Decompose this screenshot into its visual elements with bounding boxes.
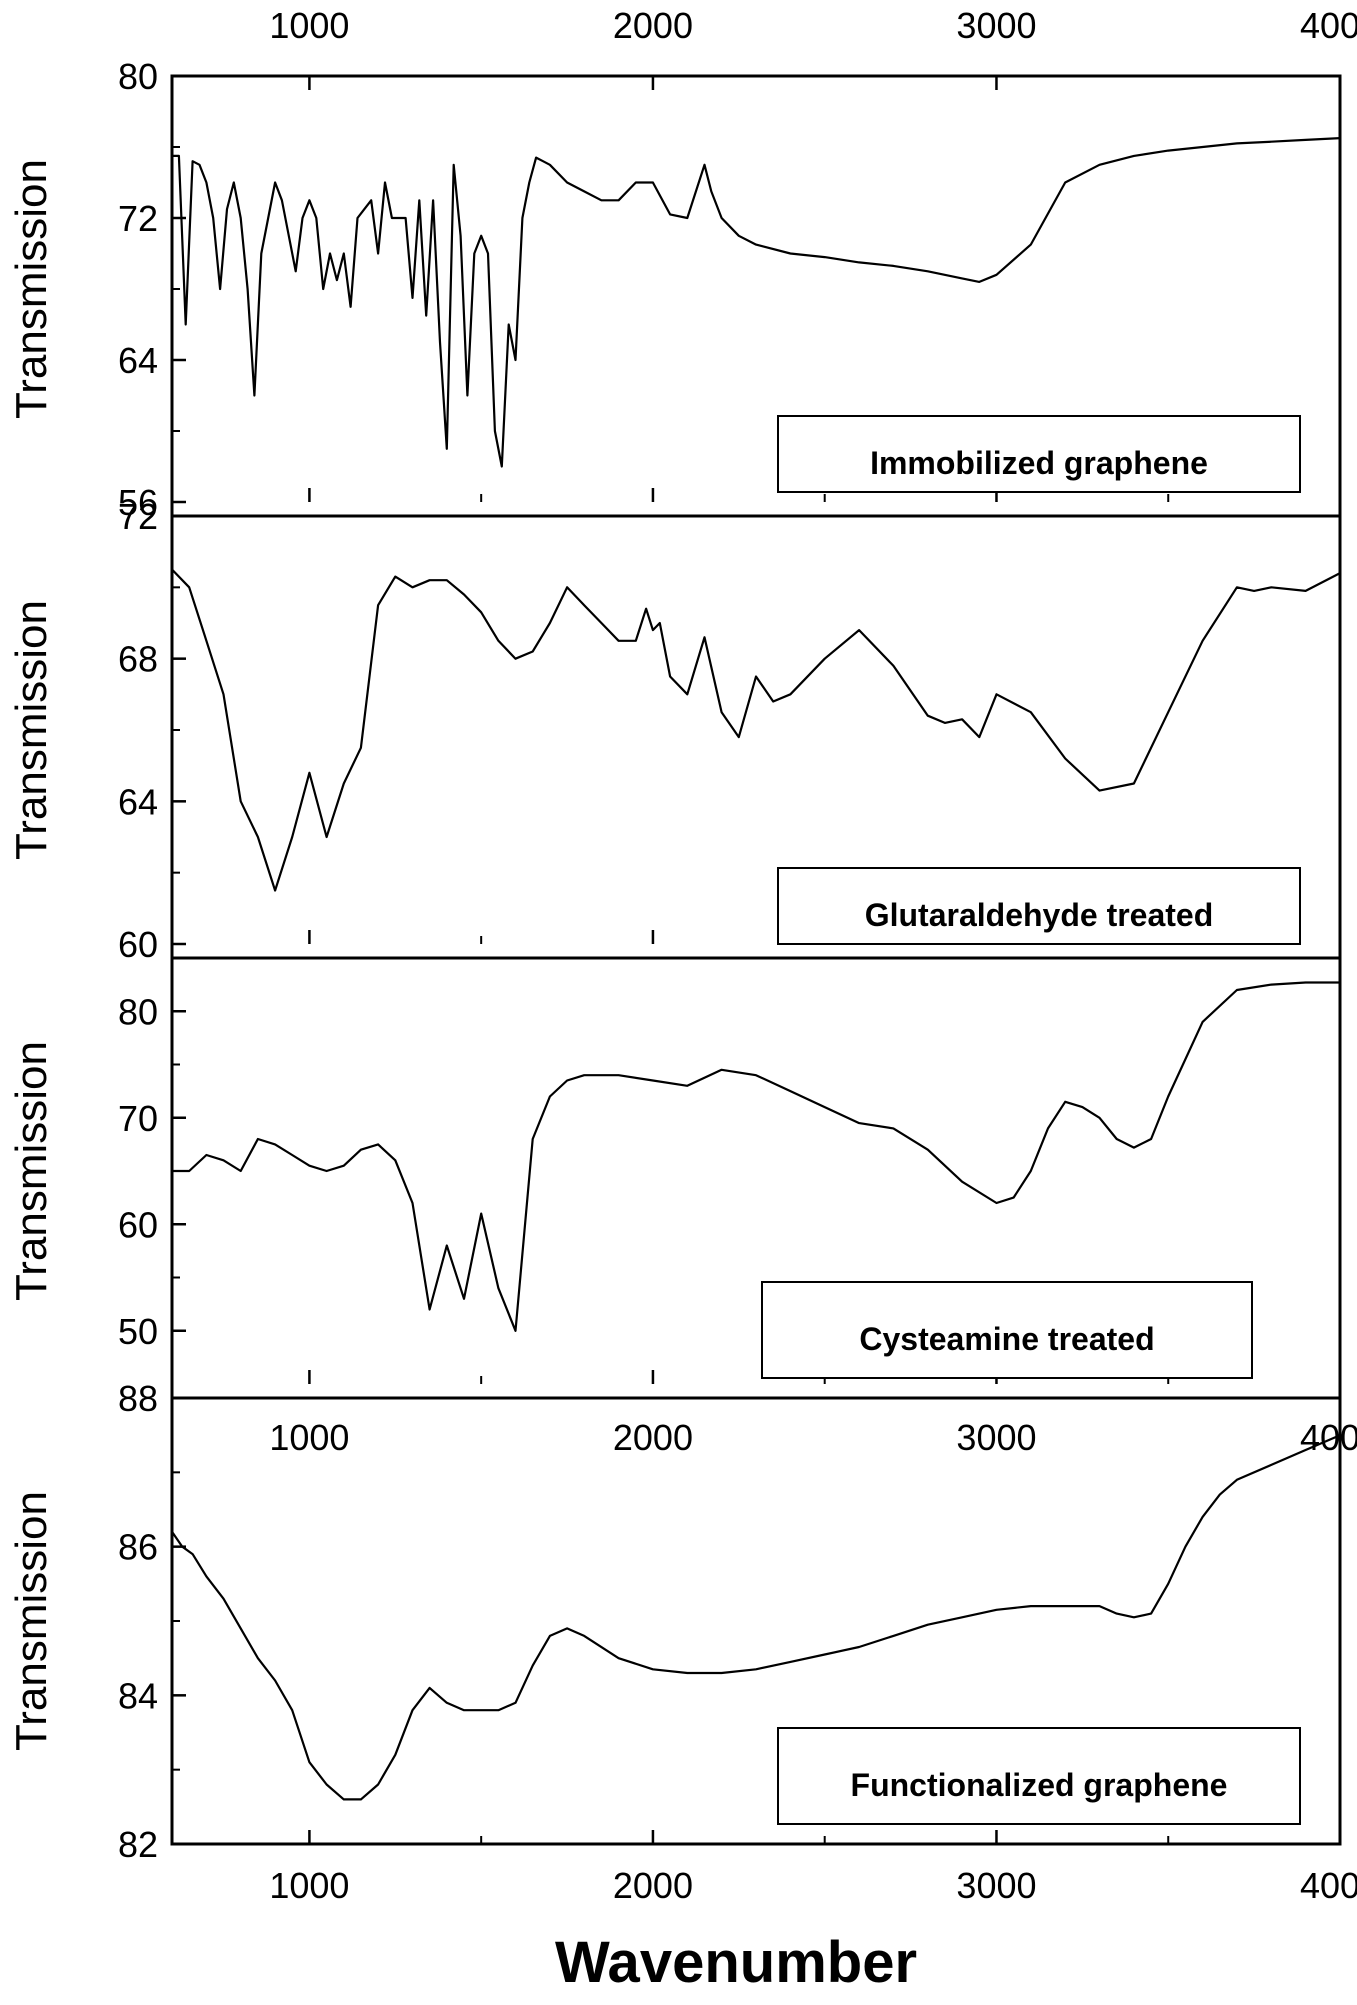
y-tick-label-panel3: 50 xyxy=(118,1311,158,1352)
y-tick-label-panel2: 72 xyxy=(118,496,158,537)
y-axis-label-panel2: Transmission xyxy=(7,600,56,860)
x-tick-label-bottom: 4000 xyxy=(1300,1865,1357,1906)
y-tick-label-panel4: 82 xyxy=(118,1824,158,1865)
y-tick-label-panel2: 60 xyxy=(118,924,158,965)
legend-label-panel4: Functionalized graphene xyxy=(851,1767,1228,1803)
legend-box-panel1 xyxy=(777,415,1301,493)
y-tick-label-panel2: 64 xyxy=(118,781,158,822)
x-tick-label-top: 2000 xyxy=(613,5,693,46)
legend-box-panel2 xyxy=(777,867,1301,945)
y-tick-label-panel1: 64 xyxy=(118,340,158,381)
legend-label-panel1: Immobilized graphene xyxy=(870,445,1208,481)
y-tick-label-panel3: 80 xyxy=(118,991,158,1032)
x-tick-label-inner: 3000 xyxy=(956,1417,1036,1458)
legend-box-panel3 xyxy=(761,1281,1253,1379)
y-tick-label-panel3: 70 xyxy=(118,1098,158,1139)
y-tick-label-panel4: 84 xyxy=(118,1675,158,1716)
plot-frame xyxy=(170,74,1342,1846)
y-tick-label-panel1: 80 xyxy=(118,56,158,97)
y-axis-label-panel3: Transmission xyxy=(7,1041,56,1301)
x-tick-label-bottom: 3000 xyxy=(956,1865,1036,1906)
series-line-panel2 xyxy=(171,568,1341,892)
y-tick-label-panel1: 72 xyxy=(118,198,158,239)
y-axis-label-panel4: Transmission xyxy=(7,1491,56,1751)
y-tick-label-panel4: 86 xyxy=(118,1527,158,1568)
x-tick-label-bottom: 2000 xyxy=(613,1865,693,1906)
series-line-panel3 xyxy=(172,981,1340,1332)
legend-label-panel2: Glutaraldehyde treated xyxy=(865,897,1214,933)
y-tick-label-panel1: 56 xyxy=(118,482,158,523)
x-axis-label: Wavenumber xyxy=(555,1930,917,1995)
y-tick-label-panel4: 88 xyxy=(118,1378,158,1419)
x-tick-label-inner: 2000 xyxy=(613,1417,693,1458)
legend-box-panel4 xyxy=(777,1727,1301,1825)
x-tick-label-top: 3000 xyxy=(956,5,1036,46)
x-tick-label-bottom: 1000 xyxy=(269,1865,349,1906)
legend-label-panel3: Cysteamine treated xyxy=(859,1321,1154,1357)
series-line-panel4 xyxy=(171,1434,1341,1801)
x-tick-label-top: 1000 xyxy=(269,5,349,46)
y-axis-label-panel1: Transmission xyxy=(7,159,56,419)
x-tick-label-top: 4000 xyxy=(1300,5,1357,46)
y-tick-label-panel2: 68 xyxy=(118,639,158,680)
y-tick-label-panel3: 60 xyxy=(118,1204,158,1245)
x-tick-label-inner: 1000 xyxy=(269,1417,349,1458)
series-line-panel1 xyxy=(172,137,1341,468)
x-tick-label-inner: 4000 xyxy=(1300,1417,1357,1458)
